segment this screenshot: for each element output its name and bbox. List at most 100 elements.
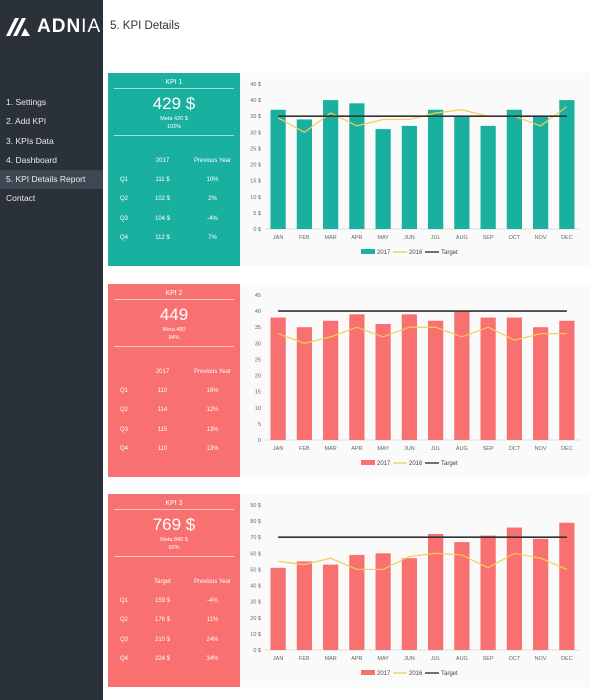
- quarter-row: Q3 104 $ -4%: [108, 209, 240, 228]
- table-header: Target Previous Year: [108, 572, 240, 591]
- x-tick-label: JUN: [404, 235, 415, 241]
- kpi-percent: 92%: [168, 545, 180, 551]
- bar-oct: [506, 109, 522, 229]
- x-tick-label: MAY: [377, 446, 389, 452]
- bar-feb: [296, 561, 312, 650]
- kpi-value: 429 $: [152, 94, 196, 113]
- quarter-label: Q4: [120, 234, 129, 241]
- quarter-row: Q3 115 13%: [108, 420, 240, 439]
- quarter-table: 2017 Previous Year Q1 111 $ 10% Q2 102 $…: [108, 151, 240, 247]
- kpi-card: KPI 2 449 Meta 480 94% 2017 Previous Yea…: [108, 284, 240, 477]
- x-tick-label: OCT: [509, 235, 521, 241]
- y-tick-label: 0 $: [253, 227, 261, 233]
- bar-apr: [349, 554, 365, 650]
- quarter-row: Q4 110 13%: [108, 439, 240, 458]
- kpi-percent: 102%: [166, 124, 182, 130]
- sidebar-item-kpi-details-report[interactable]: 5. KPI Details Report: [0, 170, 103, 190]
- divider: [114, 299, 234, 300]
- line-2016: [277, 326, 567, 344]
- x-tick-label: MAR: [325, 446, 337, 452]
- x-tick-label: JUN: [404, 446, 415, 452]
- kpi-name: KPI 3: [165, 500, 183, 507]
- kpi-meta: Meta 420 $: [160, 116, 188, 122]
- sidebar-item-dashboard[interactable]: 4. Dashboard: [6, 154, 58, 165]
- kpi-card: KPI 1 429 $ Meta 420 $ 102% 2017 Previou…: [108, 73, 240, 266]
- legend-label: 2017: [377, 671, 391, 677]
- sidebar-item-kpis-data[interactable]: 3. KPIs Data: [6, 135, 54, 146]
- x-tick-label: APR: [351, 656, 362, 662]
- bar-nov: [533, 116, 549, 229]
- bar-jan: [270, 109, 286, 229]
- sidebar-item-contact[interactable]: Contact: [6, 193, 36, 204]
- bar-mar: [323, 564, 339, 650]
- line-2016: [277, 106, 568, 134]
- quarter-label: Q2: [120, 617, 129, 624]
- y-tick-label: 10 $: [250, 195, 261, 201]
- bar-feb: [296, 119, 312, 229]
- x-tick-label: APR: [351, 446, 362, 452]
- quarter-value: 176 $: [154, 617, 170, 624]
- y-tick-label: 15 $: [250, 179, 261, 185]
- y-tick-label: 25 $: [250, 146, 261, 152]
- x-tick-label: JUN: [404, 656, 415, 662]
- bar-jul: [428, 534, 444, 650]
- x-tick-label: DEC: [561, 235, 573, 241]
- quarter-value: 114: [157, 407, 168, 414]
- chart-svg: 0 $ 5 $ 10 $ 15 $ 20 $ 25 $ 30 $ 35 $ 40 $ 45 $ JA…: [250, 82, 580, 256]
- y-tick-label: 35 $: [250, 114, 261, 120]
- x-tick-label: DEC: [561, 446, 573, 452]
- x-tick-label: FEB: [299, 656, 310, 662]
- quarter-change: 24%: [206, 636, 219, 643]
- x-tick-label: MAR: [325, 656, 337, 662]
- y-tick-label: 45 $: [250, 82, 261, 88]
- quarter-label: Q3: [120, 636, 129, 643]
- x-tick-label: AUG: [456, 235, 468, 241]
- quarter-change: 2%: [208, 196, 217, 203]
- kpi-meta: Meta 480: [162, 327, 186, 333]
- chart-svg: 0 5 10 15 20 25 30 35 40 45 JAN FEB MAR APR MAY JUN JUL A…: [255, 293, 580, 467]
- kpi-name: KPI 2: [165, 290, 183, 297]
- kpi-name: KPI 1: [165, 79, 183, 86]
- x-tick-label: JUL: [431, 656, 441, 662]
- x-tick-label: DEC: [561, 656, 573, 662]
- x-tick-label: JAN: [273, 235, 283, 241]
- x-tick-label: OCT: [509, 656, 521, 662]
- quarter-label: Q3: [120, 215, 129, 222]
- bar-aug: [454, 116, 470, 229]
- y-tick-label: 0: [258, 438, 261, 444]
- y-tick-label: 35: [255, 325, 261, 331]
- kpi-value: 449: [159, 305, 189, 324]
- bar-jan: [270, 567, 286, 650]
- quarter-value: 159 $: [154, 597, 170, 604]
- bar-nov: [533, 327, 549, 440]
- quarter-row: Q1 159 $ -4%: [108, 591, 240, 610]
- bar-may: [375, 553, 391, 650]
- bar-dec: [559, 522, 575, 650]
- legend-swatch: [361, 670, 375, 675]
- sidebar-item-add-kpi[interactable]: 2. Add KPI: [6, 116, 47, 127]
- quarter-value: 110: [157, 387, 168, 394]
- bar-dec: [559, 320, 575, 440]
- line-2016: [278, 552, 568, 571]
- quarter-change: 11%: [206, 617, 219, 624]
- sidebar-item-settings[interactable]: 1. Settings: [6, 97, 47, 107]
- divider: [114, 135, 234, 136]
- legend-swatch: [361, 460, 375, 465]
- column-header: Previous Year: [193, 157, 232, 164]
- y-tick-label: 20: [255, 374, 261, 380]
- quarter-label: Q2: [120, 196, 129, 203]
- bar-apr: [349, 314, 365, 440]
- quarter-value: 111 $: [155, 176, 170, 183]
- bar-mar: [323, 100, 339, 229]
- quarter-label: Q1: [120, 387, 129, 394]
- bar-jul: [428, 320, 444, 440]
- kpi-chart: 0 $ 10 $ 20 $ 30 $ 40 $ 50 $ 60 $ 70 $ 80 $ 90 $ J…: [240, 494, 590, 687]
- bar-aug: [454, 311, 470, 440]
- legend-label: 2016: [409, 671, 423, 677]
- divider: [114, 88, 234, 89]
- y-tick-label: 30 $: [250, 130, 261, 136]
- column-header: Target: [154, 578, 171, 585]
- quarter-row: Q2 102 $ 2%: [108, 190, 240, 209]
- y-tick-label: 70 $: [250, 535, 261, 541]
- x-tick-label: SEP: [483, 235, 494, 241]
